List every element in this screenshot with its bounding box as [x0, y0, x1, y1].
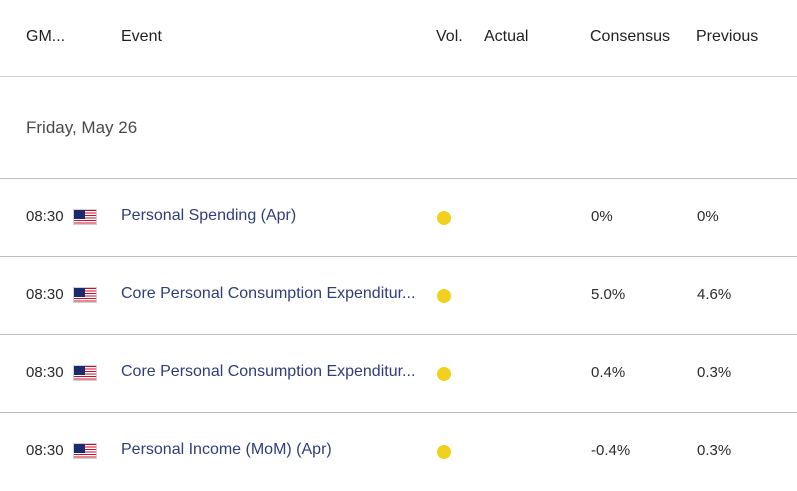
consensus-value: 5.0%: [591, 286, 626, 303]
us-flag-icon: [73, 287, 97, 303]
consensus-value: 0%: [591, 208, 613, 225]
event-name-link[interactable]: Personal Income (MoM) (Apr): [121, 441, 332, 458]
us-flag-icon: [73, 443, 97, 459]
table-row[interactable]: 08:30 Personal Income (MoM) (Apr) -0.4% …: [0, 413, 797, 491]
volatility-dot-icon: [437, 289, 451, 303]
table-header: GM... Event Vol. Actual Consensus Previo…: [0, 0, 797, 77]
event-name-link[interactable]: Core Personal Consumption Expenditur...: [121, 285, 416, 302]
column-header-actual[interactable]: Actual: [484, 28, 529, 45]
us-flag-icon: [73, 209, 97, 225]
date-group-header: Friday, May 26: [0, 77, 797, 179]
consensus-value: 0.4%: [591, 364, 626, 381]
consensus-value: -0.4%: [591, 442, 631, 459]
table-row[interactable]: 08:30 Core Personal Consumption Expendit…: [0, 257, 797, 335]
previous-value: 0%: [697, 208, 719, 225]
event-name-link[interactable]: Core Personal Consumption Expenditur...: [121, 363, 416, 380]
table-row[interactable]: 08:30 Core Personal Consumption Expendit…: [0, 335, 797, 413]
previous-value: 4.6%: [697, 286, 732, 303]
column-header-gmt[interactable]: GM...: [26, 28, 66, 45]
date-label: Friday, May 26: [26, 118, 138, 137]
event-time: 08:30: [26, 208, 64, 225]
previous-value: 0.3%: [697, 442, 732, 459]
column-header-consensus[interactable]: Consensus: [590, 28, 671, 45]
table-row[interactable]: 08:30 Personal Spending (Apr) 0% 0%: [0, 179, 797, 257]
event-time: 08:30: [26, 364, 64, 381]
column-header-event[interactable]: Event: [121, 28, 162, 45]
column-header-previous[interactable]: Previous: [696, 28, 759, 45]
event-time: 08:30: [26, 286, 64, 303]
volatility-dot-icon: [437, 367, 451, 381]
event-name-link[interactable]: Personal Spending (Apr): [121, 207, 297, 224]
event-time: 08:30: [26, 442, 64, 459]
previous-value: 0.3%: [697, 364, 732, 381]
volatility-dot-icon: [437, 211, 451, 225]
volatility-dot-icon: [437, 445, 451, 459]
us-flag-icon: [73, 365, 97, 381]
column-header-vol[interactable]: Vol.: [436, 28, 463, 45]
